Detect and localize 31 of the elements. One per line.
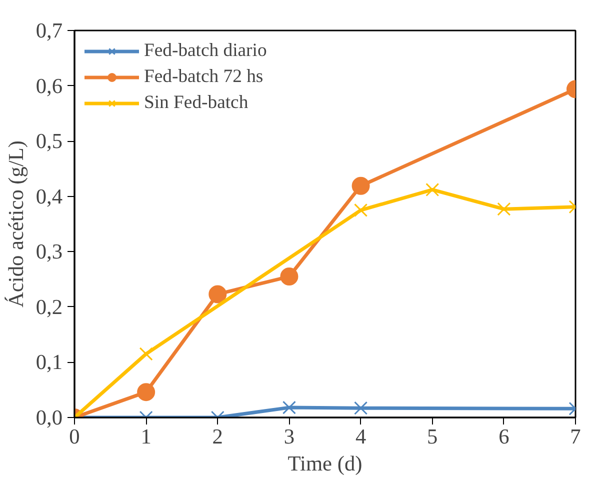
- y-axis-title: Ácido acético (g/L): [4, 140, 28, 308]
- legend-label: Fed-batch diario: [144, 40, 267, 62]
- x-tick-label: 4: [355, 424, 366, 448]
- y-tick-label: 0,7: [36, 18, 63, 42]
- y-tick-label: 0,2: [36, 294, 63, 319]
- y-tick-label: 0,1: [36, 350, 63, 374]
- y-tick-label: 0,6: [36, 74, 63, 98]
- point: [354, 203, 368, 217]
- x-tick-label: 1: [140, 424, 152, 448]
- y-tick-label: 0,4: [36, 184, 63, 208]
- x-axis-title: Time (d): [288, 452, 362, 476]
- x-tick-label: 3: [284, 424, 295, 448]
- y-tick-label: 0,0: [36, 406, 63, 430]
- point: [282, 400, 296, 414]
- legend-label: Sin Fed-batch: [144, 92, 248, 114]
- x-tick-label: 6: [498, 424, 510, 448]
- x-tick-label: 2: [212, 424, 223, 448]
- point: [497, 202, 511, 216]
- point: [280, 268, 298, 286]
- legend-label: Fed-batch 72 hs: [144, 66, 264, 88]
- x-tick-label: 0: [69, 424, 80, 448]
- point: [352, 176, 370, 195]
- point: [208, 285, 227, 304]
- x-tick-label: 7: [570, 424, 582, 448]
- y-tick-label: 0,5: [36, 129, 63, 154]
- point: [426, 182, 440, 196]
- point: [137, 383, 156, 402]
- x-tick-label: 5: [427, 424, 438, 448]
- point: [354, 401, 368, 415]
- point: [139, 347, 153, 361]
- y-tick-label: 0,3: [36, 240, 63, 264]
